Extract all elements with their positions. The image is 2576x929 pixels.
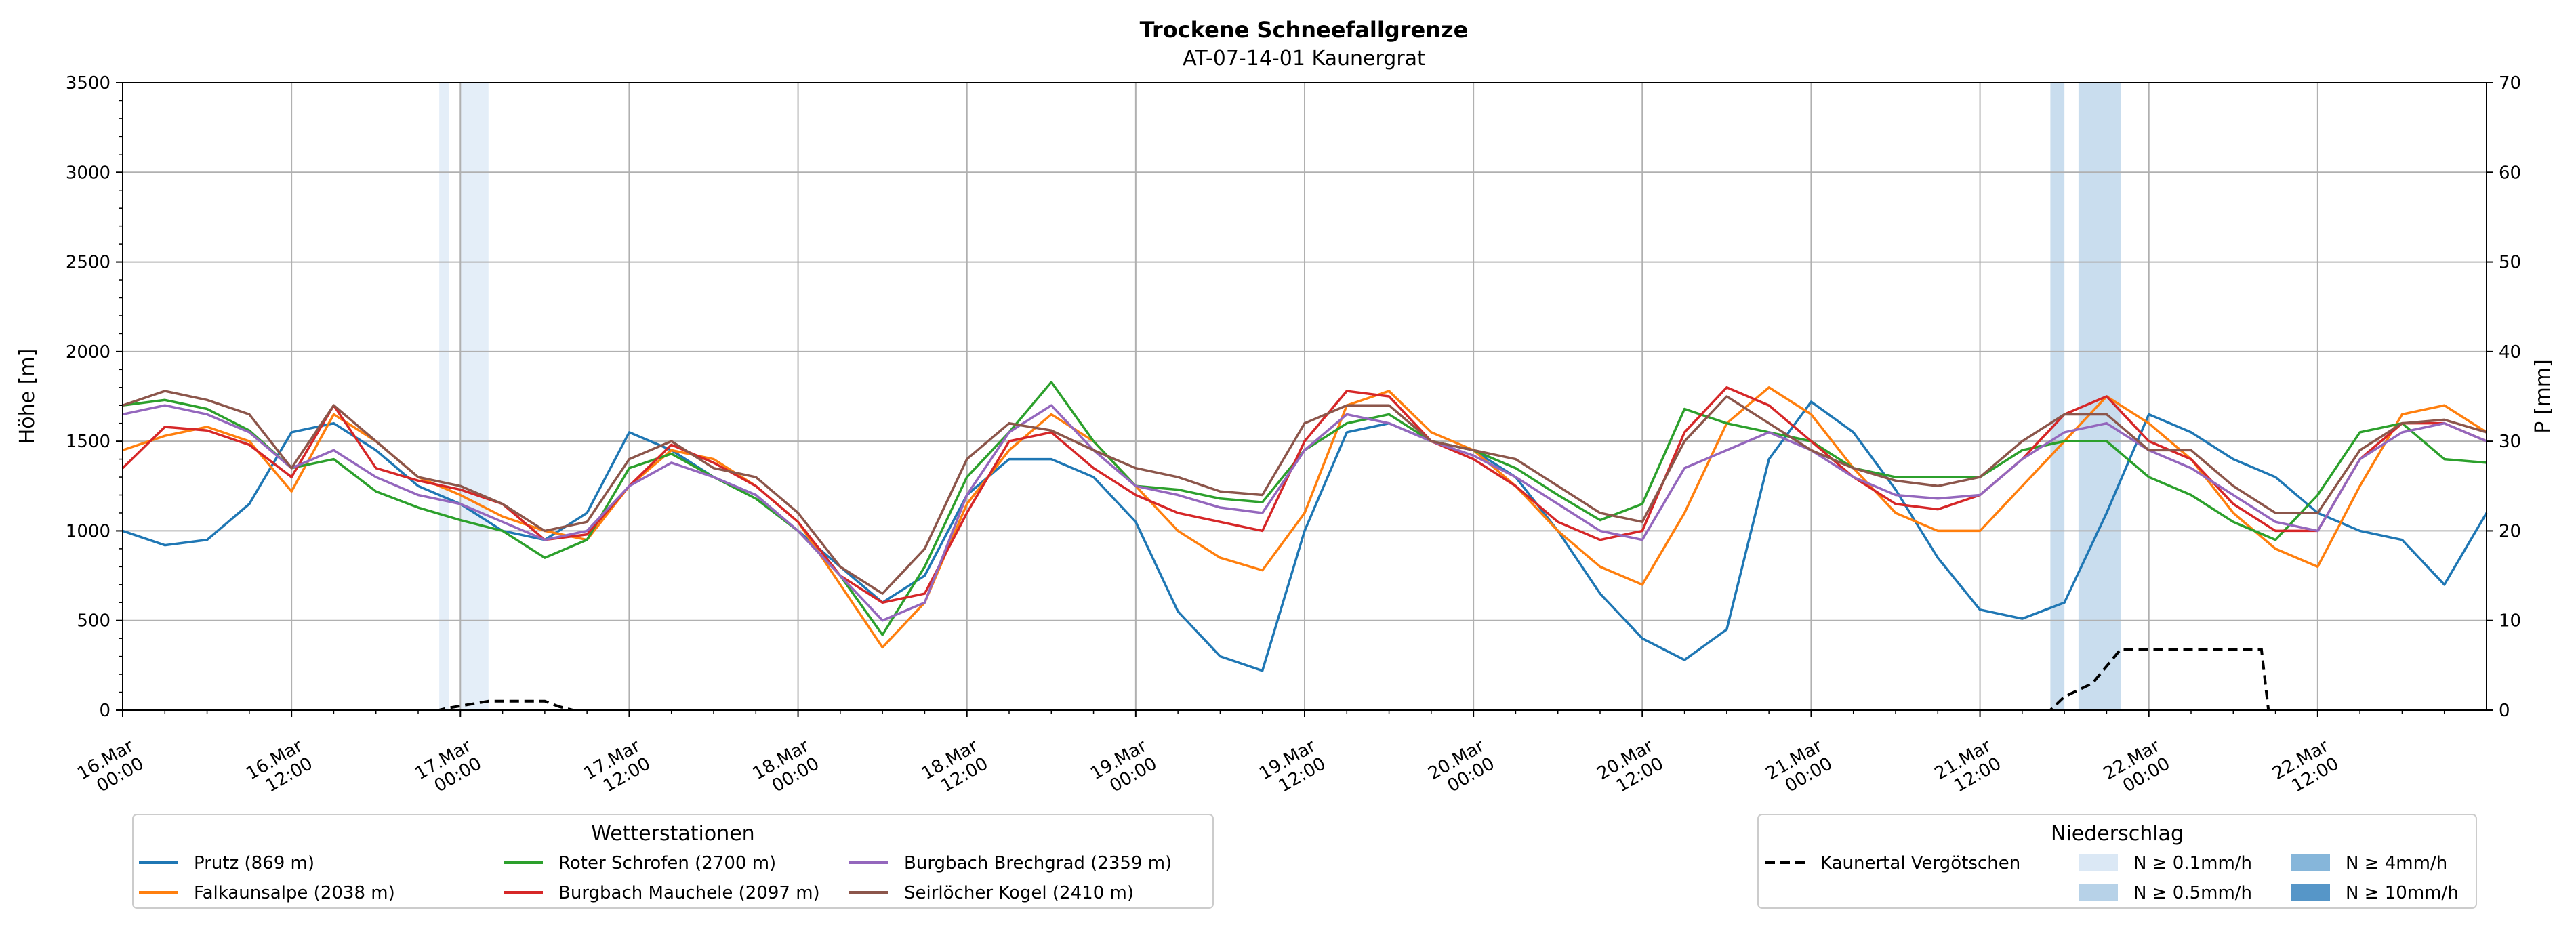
legend-precip-level-label: N ≥ 0.5mm/h — [2133, 883, 2252, 903]
x-tick-label: 21.Mar00:00 — [1763, 736, 1837, 802]
y-tick-label: 2500 — [66, 253, 110, 273]
legend-precip-level-swatch — [2079, 854, 2118, 871]
x-tick-label: 16.Mar12:00 — [243, 736, 316, 802]
y-tick-label: 0 — [99, 701, 110, 721]
y-tick-label: 3000 — [66, 163, 110, 183]
y2-tick-label: 20 — [2499, 521, 2521, 541]
legend-station-label: Burgbach Mauchele (2097 m) — [558, 883, 820, 903]
legend-precip: Niederschlag Kaunertal Vergötschen N ≥ 0… — [1757, 814, 2477, 909]
series-line-5 — [122, 404, 2487, 622]
legend-station-label: Roter Schrofen (2700 m) — [558, 853, 776, 873]
legend-precip-line-label: Kaunertal Vergötschen — [1820, 853, 2020, 873]
y2-axis-label: P [mm] — [2531, 359, 2555, 433]
legend-precip-level-swatch — [2291, 884, 2330, 901]
chart-title: Trockene Schneefallgrenze — [1140, 17, 1469, 43]
y2-tick-label: 60 — [2499, 163, 2521, 183]
legend-station-label: Falkaunsalpe (2038 m) — [194, 883, 395, 903]
y2-tick-label: 40 — [2499, 342, 2521, 363]
x-tick-label: 16.Mar00:00 — [74, 736, 148, 802]
x-tick-label: 20.Mar12:00 — [1593, 736, 1667, 802]
legend-station-label: Burgbach Brechgrad (2359 m) — [904, 853, 1172, 873]
legend-precip-level-swatch — [2079, 884, 2118, 901]
y-axis-label: Höhe [m] — [16, 349, 39, 445]
y-tick-label: 2000 — [66, 342, 110, 363]
y2-tick-label: 50 — [2499, 253, 2521, 273]
x-tick-label: 17.Mar00:00 — [411, 736, 485, 802]
precip-band — [2078, 83, 2121, 710]
y-tick-label: 1500 — [66, 432, 110, 452]
precip-band — [439, 83, 449, 710]
legend-stations-title: Wetterstationen — [591, 822, 754, 846]
legend-precip-level-label: N ≥ 4mm/h — [2346, 853, 2447, 873]
y2-tick-label: 30 — [2499, 432, 2521, 452]
legend-station-label: Prutz (869 m) — [194, 853, 314, 873]
legend-precip-level-swatch — [2291, 854, 2330, 871]
x-tick-label: 20.Mar00:00 — [1425, 736, 1498, 802]
y-tick-label: 1000 — [66, 521, 110, 541]
x-tick-label: 18.Mar12:00 — [918, 736, 992, 802]
precip-line — [123, 648, 2487, 711]
legend-precip-level-label: N ≥ 10mm/h — [2346, 883, 2459, 903]
chart-subtitle: AT-07-14-01 Kaunergrat — [1183, 47, 1425, 70]
series-line-1 — [122, 400, 2488, 672]
legend-stations: Wetterstationen Prutz (869 m) Falkaunsalp… — [132, 814, 1214, 909]
x-tick-label: 19.Mar00:00 — [1087, 736, 1161, 802]
x-tick-label: 18.Mar00:00 — [750, 736, 823, 802]
legend-precip-title: Niederschlag — [2051, 822, 2184, 846]
legend-station-label: Seirlöcher Kogel (2410 m) — [904, 883, 1134, 903]
legend-precip-level-label: N ≥ 0.1mm/h — [2133, 853, 2252, 873]
x-tick-label: 17.Mar12:00 — [581, 736, 655, 802]
y-tick-label: 3500 — [66, 73, 110, 94]
y2-tick-label: 70 — [2499, 73, 2521, 94]
x-tick-label: 22.Mar12:00 — [2269, 736, 2343, 802]
x-tick-label: 21.Mar12:00 — [1931, 736, 2005, 802]
y2-tick-label: 10 — [2499, 611, 2521, 632]
series-line-4 — [121, 386, 2487, 604]
y-tick-label: 500 — [77, 611, 110, 632]
series-line-2 — [122, 386, 2487, 649]
x-tick-label: 22.Mar00:00 — [2100, 736, 2174, 802]
x-tick-label: 19.Mar12:00 — [1256, 736, 1330, 802]
y2-tick-label: 0 — [2499, 701, 2510, 721]
precip-band — [2050, 83, 2065, 710]
series-line-6 — [122, 390, 2487, 595]
precip-band — [460, 83, 489, 710]
